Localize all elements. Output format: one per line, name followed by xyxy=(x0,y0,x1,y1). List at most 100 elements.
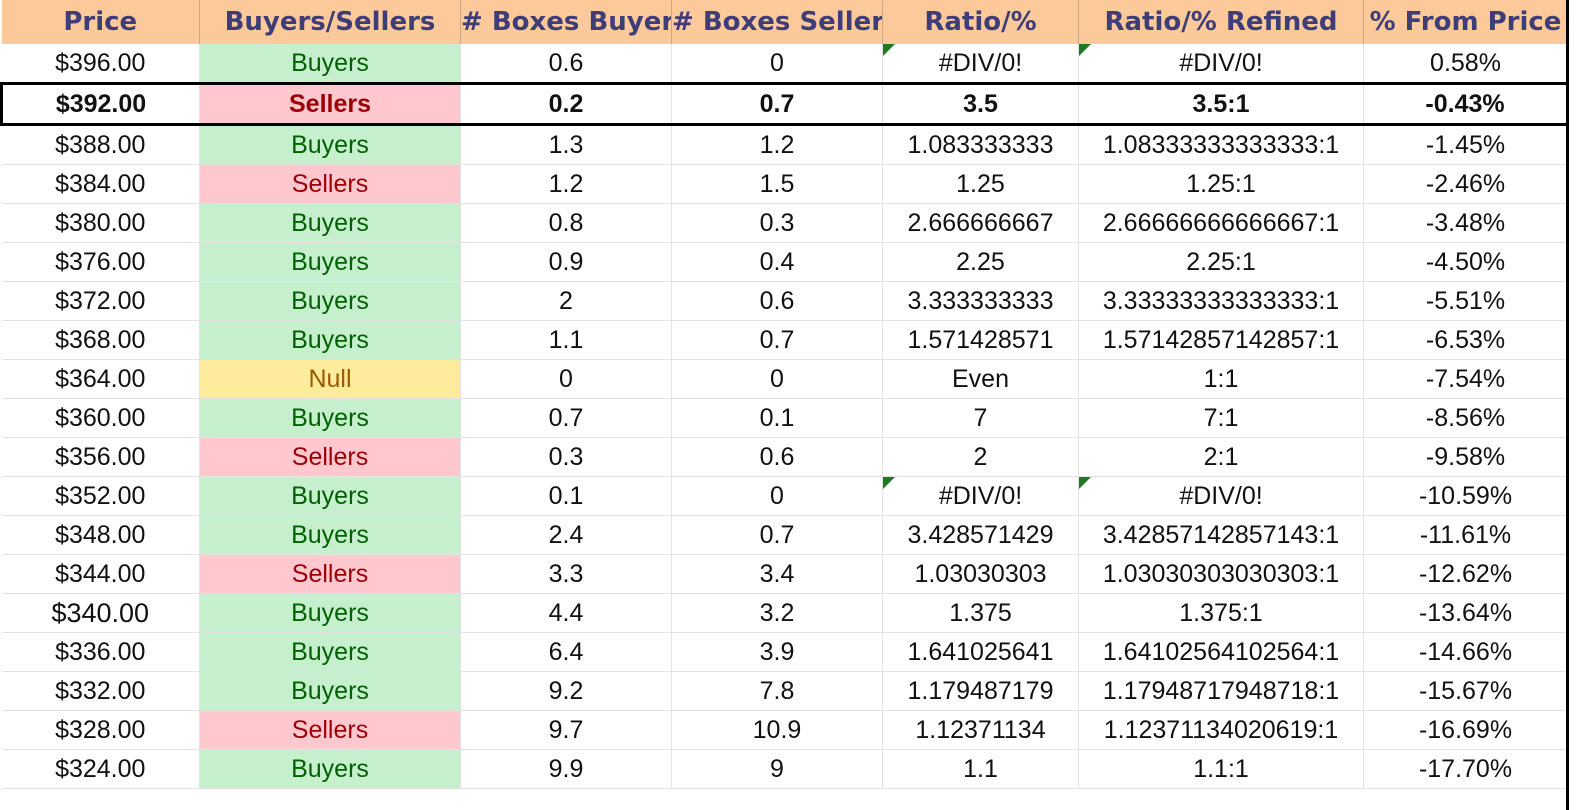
pct-from-price-cell[interactable]: -15.67% xyxy=(1363,671,1568,711)
ratio-cell[interactable]: #DIV/0! xyxy=(882,476,1079,516)
ratio-refined-cell[interactable]: 7:1 xyxy=(1078,398,1364,438)
buyers-sellers-cell[interactable]: Buyers xyxy=(199,281,461,321)
price-cell[interactable]: $324.00 xyxy=(1,749,200,789)
boxes-buyers-cell[interactable]: 2 xyxy=(460,281,672,321)
pct-from-price-cell[interactable]: -12.62% xyxy=(1363,554,1568,594)
pct-from-price-cell[interactable]: -10.59% xyxy=(1363,476,1568,516)
ratio-cell[interactable]: 1.571428571 xyxy=(882,320,1079,360)
ratio-cell[interactable]: 1.179487179 xyxy=(882,671,1079,711)
price-cell[interactable]: $348.00 xyxy=(1,515,200,555)
price-cell[interactable]: $380.00 xyxy=(1,203,200,243)
pct-from-price-cell[interactable]: -6.53% xyxy=(1363,320,1568,360)
buyers-sellers-cell[interactable]: Buyers xyxy=(199,476,461,516)
boxes-buyers-cell[interactable]: 1.1 xyxy=(460,320,672,360)
ratio-refined-cell[interactable]: 3.5:1 xyxy=(1078,82,1364,126)
ratio-refined-cell[interactable]: #DIV/0! xyxy=(1078,44,1364,84)
ratio-refined-cell[interactable]: 1.375:1 xyxy=(1078,593,1364,633)
ratio-cell[interactable]: 3.5 xyxy=(882,82,1079,126)
boxes-buyers-cell[interactable]: 0.9 xyxy=(460,242,672,282)
price-cell[interactable]: $360.00 xyxy=(1,398,200,438)
header-buyers-sellers[interactable]: Buyers/Sellers xyxy=(199,0,461,44)
price-cell[interactable]: $372.00 xyxy=(1,281,200,321)
boxes-sellers-cell[interactable]: 10.9 xyxy=(671,710,883,750)
ratio-refined-cell[interactable]: 1.64102564102564:1 xyxy=(1078,632,1364,672)
ratio-refined-cell[interactable]: #DIV/0! xyxy=(1078,476,1364,516)
ratio-cell[interactable]: 2.666666667 xyxy=(882,203,1079,243)
price-cell[interactable]: $328.00 xyxy=(1,710,200,750)
pct-from-price-cell[interactable]: -11.61% xyxy=(1363,515,1568,555)
buyers-sellers-cell[interactable]: Buyers xyxy=(199,44,461,84)
boxes-sellers-cell[interactable]: 0.3 xyxy=(671,203,883,243)
buyers-sellers-cell[interactable]: Sellers xyxy=(199,82,461,126)
ratio-refined-cell[interactable]: 1.03030303030303:1 xyxy=(1078,554,1364,594)
buyers-sellers-cell[interactable]: Buyers xyxy=(199,671,461,711)
ratio-refined-cell[interactable]: 2:1 xyxy=(1078,437,1364,477)
boxes-buyers-cell[interactable]: 0.7 xyxy=(460,398,672,438)
header-pct-from-price[interactable]: % From Price xyxy=(1363,0,1568,44)
buyers-sellers-cell[interactable]: Buyers xyxy=(199,242,461,282)
buyers-sellers-cell[interactable]: Buyers xyxy=(199,124,461,165)
boxes-sellers-cell[interactable]: 0 xyxy=(671,44,883,84)
buyers-sellers-cell[interactable]: Buyers xyxy=(199,749,461,789)
pct-from-price-cell[interactable]: -0.43% xyxy=(1363,82,1569,126)
boxes-buyers-cell[interactable]: 9.9 xyxy=(460,749,672,789)
ratio-refined-cell[interactable]: 1.08333333333333:1 xyxy=(1078,124,1364,165)
pct-from-price-cell[interactable]: -16.69% xyxy=(1363,710,1568,750)
ratio-refined-cell[interactable]: 1:1 xyxy=(1078,359,1364,399)
ratio-refined-cell[interactable]: 3.33333333333333:1 xyxy=(1078,281,1364,321)
header-ratio-refined[interactable]: Ratio/% Refined xyxy=(1078,0,1364,44)
boxes-buyers-cell[interactable]: 9.7 xyxy=(460,710,672,750)
pct-from-price-cell[interactable]: -13.64% xyxy=(1363,593,1568,633)
buyers-sellers-cell[interactable]: Buyers xyxy=(199,593,461,633)
ratio-cell[interactable]: 3.333333333 xyxy=(882,281,1079,321)
boxes-buyers-cell[interactable]: 9.2 xyxy=(460,671,672,711)
boxes-sellers-cell[interactable]: 0.4 xyxy=(671,242,883,282)
boxes-sellers-cell[interactable]: 1.5 xyxy=(671,164,883,204)
ratio-cell[interactable]: 1.641025641 xyxy=(882,632,1079,672)
boxes-sellers-cell[interactable]: 3.2 xyxy=(671,593,883,633)
pct-from-price-cell[interactable]: -5.51% xyxy=(1363,281,1568,321)
ratio-cell[interactable]: 1.12371134 xyxy=(882,710,1079,750)
boxes-buyers-cell[interactable]: 0.2 xyxy=(460,82,672,126)
boxes-buyers-cell[interactable]: 1.2 xyxy=(460,164,672,204)
boxes-buyers-cell[interactable]: 2.4 xyxy=(460,515,672,555)
boxes-buyers-cell[interactable]: 3.3 xyxy=(460,554,672,594)
price-cell[interactable]: $392.00 xyxy=(0,82,200,126)
buyers-sellers-cell[interactable]: Buyers xyxy=(199,632,461,672)
ratio-cell[interactable]: 1.375 xyxy=(882,593,1079,633)
header-boxes-sellers[interactable]: # Boxes Sellers xyxy=(671,0,883,44)
header-ratio[interactable]: Ratio/% xyxy=(882,0,1079,44)
boxes-buyers-cell[interactable]: 0.8 xyxy=(460,203,672,243)
pct-from-price-cell[interactable]: -1.45% xyxy=(1363,124,1568,165)
boxes-sellers-cell[interactable]: 0.6 xyxy=(671,437,883,477)
boxes-sellers-cell[interactable]: 0.7 xyxy=(671,82,883,126)
price-cell[interactable]: $332.00 xyxy=(1,671,200,711)
boxes-buyers-cell[interactable]: 0 xyxy=(460,359,672,399)
pct-from-price-cell[interactable]: -3.48% xyxy=(1363,203,1568,243)
price-cell[interactable]: $388.00 xyxy=(1,124,200,165)
ratio-cell[interactable]: #DIV/0! xyxy=(882,44,1079,84)
boxes-sellers-cell[interactable]: 0 xyxy=(671,359,883,399)
ratio-refined-cell[interactable]: 1.12371134020619:1 xyxy=(1078,710,1364,750)
ratio-cell[interactable]: 1.25 xyxy=(882,164,1079,204)
price-cell[interactable]: $384.00 xyxy=(1,164,200,204)
buyers-sellers-cell[interactable]: Sellers xyxy=(199,437,461,477)
boxes-sellers-cell[interactable]: 0 xyxy=(671,476,883,516)
pct-from-price-cell[interactable]: 0.58% xyxy=(1363,44,1568,84)
price-cell[interactable]: $364.00 xyxy=(1,359,200,399)
boxes-sellers-cell[interactable]: 0.1 xyxy=(671,398,883,438)
buyers-sellers-cell[interactable]: Sellers xyxy=(199,554,461,594)
boxes-buyers-cell[interactable]: 0.1 xyxy=(460,476,672,516)
boxes-sellers-cell[interactable]: 0.7 xyxy=(671,515,883,555)
header-boxes-buyers[interactable]: # Boxes Buyers xyxy=(460,0,672,44)
price-cell[interactable]: $340.00 xyxy=(1,593,200,633)
boxes-sellers-cell[interactable]: 3.9 xyxy=(671,632,883,672)
buyers-sellers-cell[interactable]: Null xyxy=(199,359,461,399)
ratio-refined-cell[interactable]: 2.25:1 xyxy=(1078,242,1364,282)
boxes-sellers-cell[interactable]: 9 xyxy=(671,749,883,789)
ratio-cell[interactable]: 2 xyxy=(882,437,1079,477)
ratio-cell[interactable]: 1.03030303 xyxy=(882,554,1079,594)
header-price[interactable]: Price xyxy=(1,0,200,44)
ratio-cell[interactable]: 7 xyxy=(882,398,1079,438)
pct-from-price-cell[interactable]: -2.46% xyxy=(1363,164,1568,204)
